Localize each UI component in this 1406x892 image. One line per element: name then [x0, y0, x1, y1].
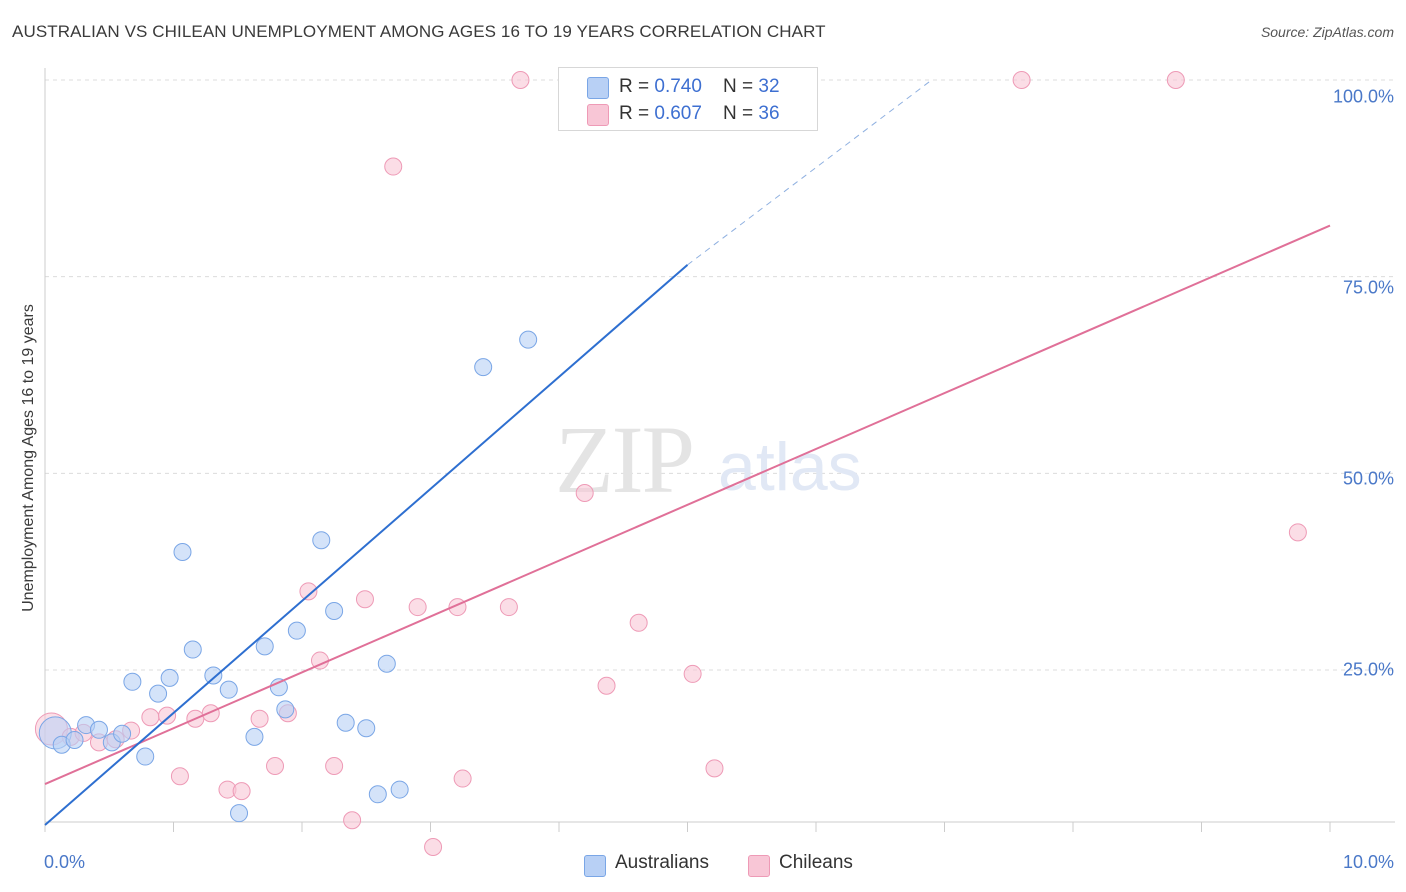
chileans-point-10	[201, 704, 220, 723]
australians-point-19	[276, 700, 295, 719]
chart-title: AUSTRALIAN VS CHILEAN UNEMPLOYMENT AMONG…	[12, 22, 826, 41]
chileans-point-33	[1012, 71, 1031, 89]
australians-point-9	[149, 684, 168, 703]
australians-trendline-extension	[687, 79, 932, 266]
y-tick-label-75: 75.0%	[1342, 277, 1394, 298]
chileans-point-16	[299, 582, 318, 601]
australians-point-4	[89, 720, 108, 739]
australians-point-17	[255, 637, 274, 656]
australians-point-11	[173, 543, 192, 561]
chileans-point-20	[355, 590, 374, 609]
chileans-point-13	[250, 709, 269, 728]
australians-point-25	[368, 785, 387, 804]
chileans-point-18	[325, 756, 344, 775]
bottom-legend-australians-swatch	[584, 855, 606, 877]
chileans-n-label: N =	[723, 103, 759, 124]
x-tick-label-min: 0.0%	[44, 852, 86, 872]
watermark-atlas: atlas	[718, 429, 862, 505]
australians-point-28	[474, 358, 493, 377]
australians-point-8	[136, 747, 155, 766]
bottom-legend-chileans-swatch	[748, 855, 770, 877]
chileans-point-34	[1166, 71, 1185, 89]
australians-n-label: N =	[723, 76, 759, 97]
chileans-point-14	[266, 756, 285, 775]
chileans-point-35	[1288, 523, 1307, 542]
australians-point-15	[230, 804, 249, 823]
chileans-point-30	[629, 613, 648, 632]
australians-point-26	[377, 654, 396, 673]
chileans-point-23	[424, 838, 443, 856]
chileans-point-7	[158, 706, 177, 725]
bottom-legend-chileans: Chileans	[779, 852, 853, 873]
chileans-r-label: R =	[619, 103, 655, 124]
chileans-point-22	[408, 598, 427, 617]
correlation-legend: R = 0.740 N = 32 R = 0.607 N = 36	[558, 67, 818, 131]
chileans-point-26	[499, 598, 518, 617]
australians-point-2	[65, 731, 84, 750]
australians-point-24	[357, 719, 376, 738]
chileans-r-value: 0.607	[654, 103, 702, 124]
chileans-stats: R = 0.607 N = 36	[619, 103, 780, 125]
chileans-point-12	[232, 782, 251, 801]
australians-point-29	[519, 330, 538, 349]
chileans-point-29	[597, 676, 616, 695]
chileans-trendline	[44, 224, 1331, 785]
x-tick-label-max: 10.0%	[1342, 852, 1394, 872]
source-label: Source: ZipAtlas.com	[1260, 24, 1394, 40]
australians-point-10	[160, 668, 179, 687]
chileans-n-value: 36	[758, 103, 780, 124]
chileans-point-19	[343, 811, 362, 830]
chileans-point-32	[705, 759, 724, 778]
chileans-point-28	[575, 484, 594, 502]
australians-point-6	[113, 724, 132, 743]
y-tick-label-25: 25.0%	[1342, 659, 1394, 680]
australians-point-23	[336, 713, 355, 732]
y-axis-label: Unemployment Among Ages 16 to 19 years	[20, 304, 37, 612]
bottom-legend-australians: Australians	[615, 852, 709, 873]
australians-swatch	[587, 77, 609, 99]
australians-point-20	[287, 621, 306, 640]
australians-n-value: 32	[758, 76, 780, 97]
y-tick-label-50: 50.0%	[1342, 468, 1394, 489]
australians-point-7	[123, 672, 142, 691]
australians-point-27	[390, 780, 409, 799]
chileans-point-31	[683, 664, 702, 683]
chileans-point-27	[511, 71, 530, 89]
watermark-zip: ZIP	[555, 406, 693, 513]
chileans-swatch	[587, 104, 609, 126]
australians-point-16	[245, 727, 264, 746]
y-tick-label-100: 100.0%	[1332, 86, 1394, 107]
australians-point-22	[325, 602, 344, 620]
australians-point-13	[204, 666, 223, 685]
chileans-point-21	[384, 157, 403, 176]
australians-trendline	[44, 264, 689, 826]
australians-stats: R = 0.740 N = 32	[619, 76, 780, 98]
australians-point-14	[219, 680, 238, 699]
chileans-point-8	[170, 767, 189, 786]
chileans-point-6	[141, 708, 160, 727]
australians-r-value: 0.740	[654, 76, 702, 97]
chileans-point-25	[453, 769, 472, 788]
australians-point-12	[183, 640, 202, 659]
australians-point-18	[269, 678, 288, 697]
australians-r-label: R =	[619, 76, 655, 97]
australians-point-21	[312, 531, 331, 550]
